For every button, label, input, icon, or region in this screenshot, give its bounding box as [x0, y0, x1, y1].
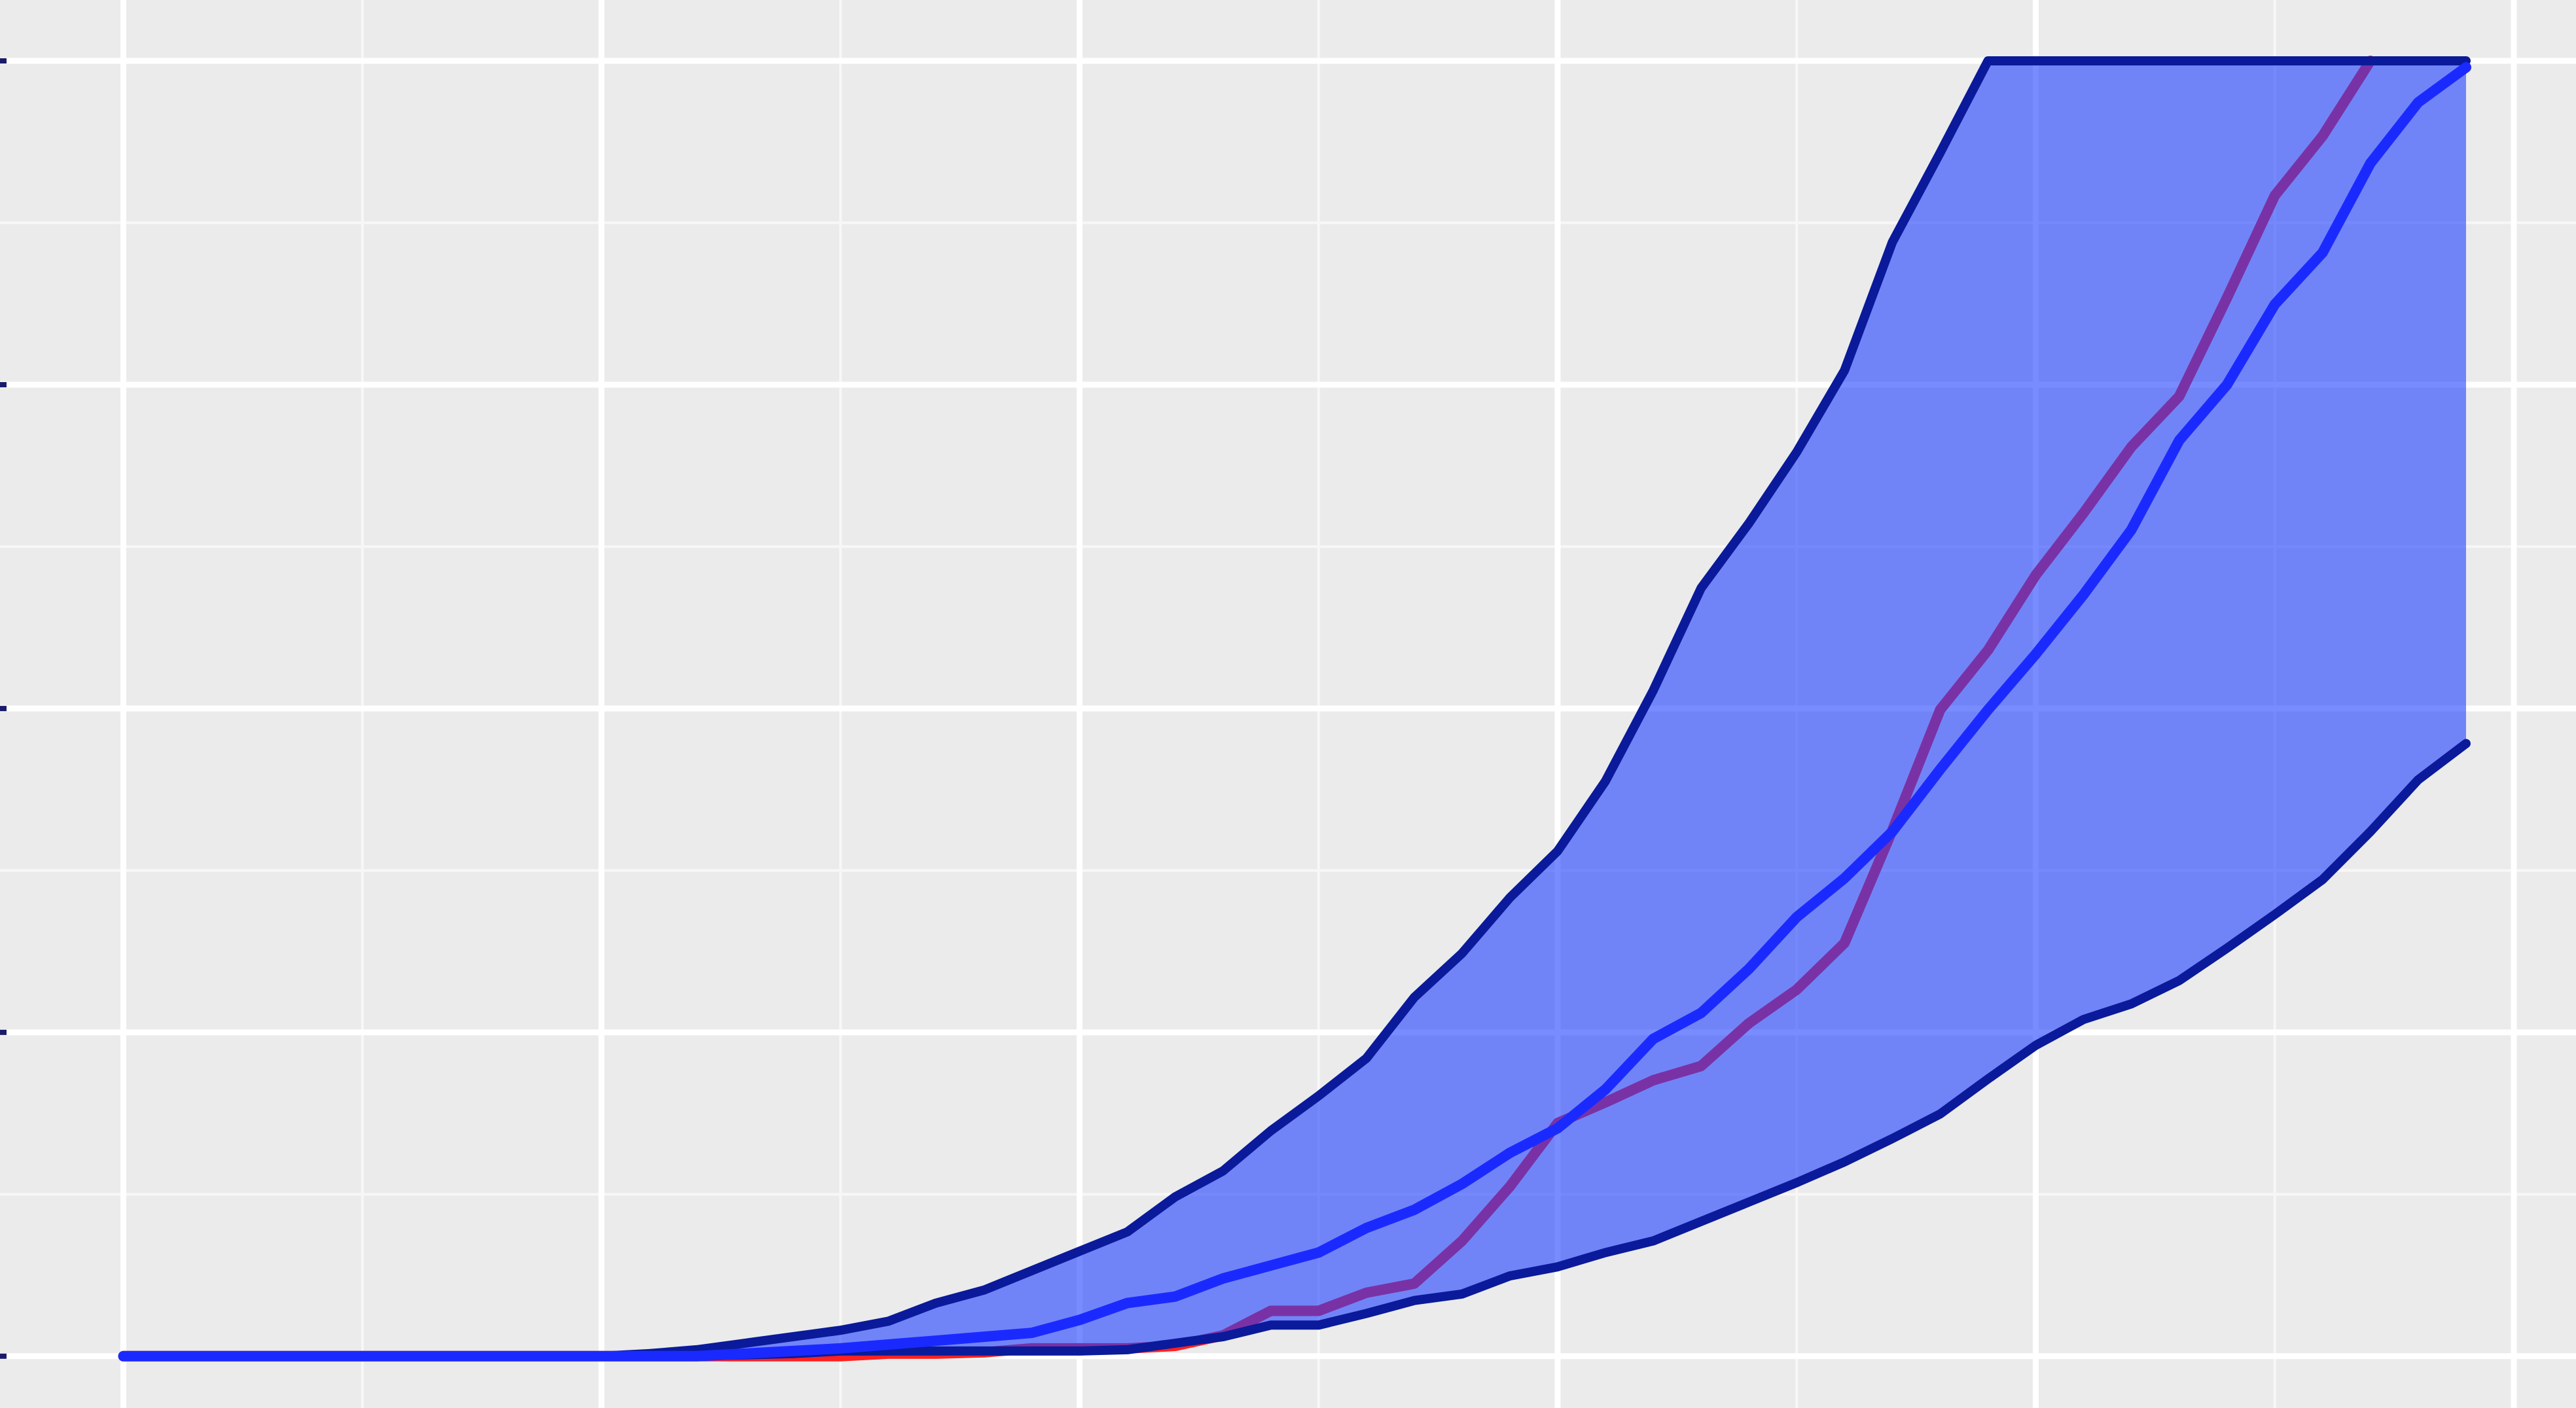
band-area: [123, 61, 2466, 1356]
line: [118, 62, 2471, 1362]
